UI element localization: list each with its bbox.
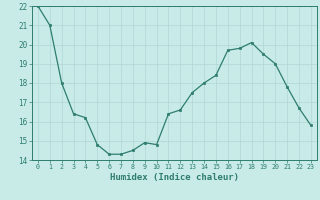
- X-axis label: Humidex (Indice chaleur): Humidex (Indice chaleur): [110, 173, 239, 182]
